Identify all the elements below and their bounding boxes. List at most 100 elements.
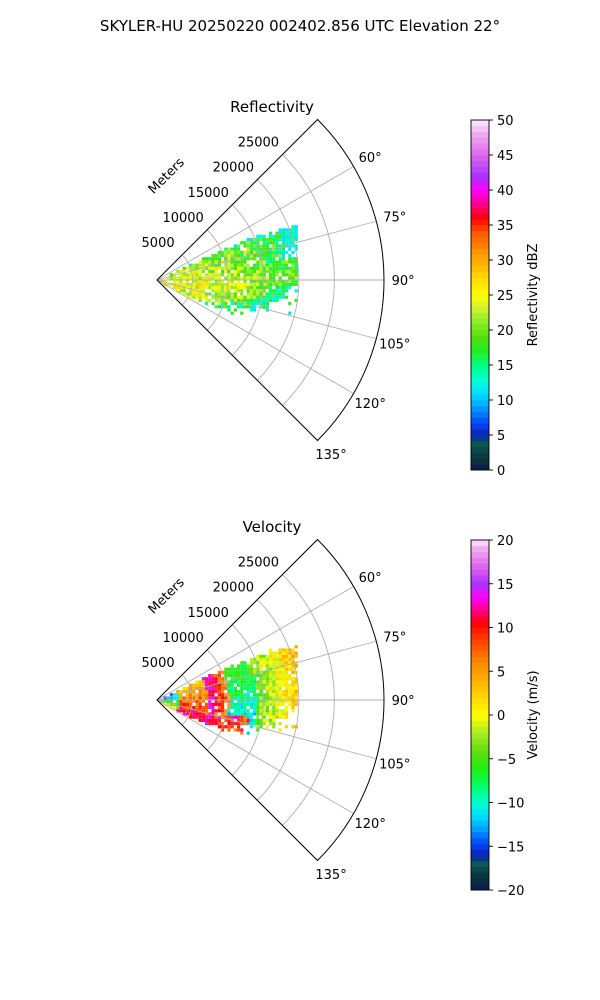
radar-gate-cell — [249, 686, 253, 690]
radar-gate-cell — [224, 292, 228, 296]
radar-gate-cell — [291, 683, 295, 687]
colorbar-segment — [471, 551, 489, 558]
radar-gate-cell — [291, 276, 295, 280]
colorbar-segment — [471, 423, 489, 430]
radar-gate-cell — [275, 231, 279, 235]
radar-gate-cell — [246, 722, 250, 726]
radar-gate-cell — [179, 709, 183, 713]
radar-gate-cell — [173, 279, 177, 283]
colorbar-segment — [471, 610, 489, 617]
radar-gate-cell — [281, 238, 285, 242]
radar-gate-cell — [278, 257, 282, 261]
radar-gate-cell — [205, 276, 209, 280]
radar-gate-cell — [269, 295, 273, 299]
radar-gate-cell — [281, 658, 285, 662]
radar-gate-cell — [249, 664, 253, 668]
radar-gate-cell — [294, 686, 298, 690]
radar-gate-cell — [208, 693, 212, 697]
radar-gate-cell — [294, 654, 298, 658]
radar-gate-cell — [256, 686, 260, 690]
colorbar-segment — [471, 615, 489, 623]
radar-gate-cell — [275, 234, 279, 238]
radar-gate-cell — [208, 706, 212, 710]
radar-gate-cell — [256, 266, 260, 270]
colorbar-segment — [471, 540, 489, 547]
radar-gate-cell — [265, 667, 269, 671]
colorbar-segment — [471, 184, 489, 191]
radar-gate-cell — [230, 282, 234, 286]
radar-gate-cell — [192, 263, 196, 267]
radar-gate-cell — [281, 696, 285, 700]
radar-gate-cell — [182, 690, 186, 694]
radar-gate-cell — [278, 670, 282, 674]
radar-gate-cell — [227, 718, 231, 722]
radar-gate-cell — [253, 305, 257, 309]
radar-gate-cell — [253, 699, 257, 703]
radar-gate-cell — [214, 270, 218, 274]
radar-gate-cell — [253, 670, 257, 674]
reflectivity-radial-axis-label: Meters — [146, 155, 188, 197]
radar-gate-cell — [256, 680, 260, 684]
radar-gate-cell — [221, 696, 225, 700]
radar-gate-cell — [237, 298, 241, 302]
radar-gate-cell — [163, 279, 167, 283]
radar-gate-cell — [272, 712, 276, 716]
radar-gate-cell — [281, 667, 285, 671]
radar-gate-cell — [288, 231, 292, 235]
velocity-radial-axis-label: Meters — [146, 575, 188, 617]
radar-gate-cell — [246, 247, 250, 251]
radar-gate-cell — [227, 686, 231, 690]
radar-gate-cell — [195, 279, 199, 283]
radar-gate-cell — [256, 254, 260, 258]
radar-gate-cell — [240, 696, 244, 700]
radar-gate-cell — [233, 298, 237, 302]
azimuth-tick-label: 60° — [359, 151, 382, 166]
radar-gate-cell — [275, 667, 279, 671]
radar-gate-cell — [259, 238, 263, 242]
colorbar-segment — [471, 405, 489, 413]
radar-gate-cell — [237, 667, 241, 671]
radar-gate-cell — [256, 279, 260, 283]
colorbar-segment — [471, 172, 489, 179]
radar-gate-cell — [253, 696, 257, 700]
radar-gate-cell — [240, 276, 244, 280]
radar-gate-cell — [192, 712, 196, 716]
radar-gate-cell — [224, 302, 228, 306]
radar-gate-cell — [262, 270, 266, 274]
radar-gate-cell — [243, 667, 247, 671]
radar-gate-cell — [246, 263, 250, 267]
radar-gate-cell — [237, 722, 241, 726]
colorbar-segment — [471, 779, 489, 786]
radar-gate-cell — [294, 225, 298, 229]
radar-gate-cell — [275, 674, 279, 678]
radar-gate-cell — [237, 712, 241, 716]
radar-gate-cell — [214, 674, 218, 678]
radar-gate-cell — [205, 273, 209, 277]
radar-gate-cell — [205, 712, 209, 716]
radar-gate-cell — [240, 241, 244, 245]
radar-gate-cell — [179, 702, 183, 706]
radar-gate-cell — [214, 286, 218, 290]
radar-gate-cell — [246, 292, 250, 296]
radar-gate-cell — [240, 266, 244, 270]
radar-gate-cell — [272, 276, 276, 280]
radar-gate-cell — [224, 686, 228, 690]
radar-gate-cell — [269, 286, 273, 290]
radar-gate-cell — [285, 651, 289, 655]
radar-gate-cell — [237, 282, 241, 286]
radar-gate-cell — [214, 702, 218, 706]
radar-gate-cell — [243, 664, 247, 668]
radar-gate-cell — [198, 690, 202, 694]
radar-gate-cell — [195, 286, 199, 290]
radar-gate-cell — [211, 722, 215, 726]
radar-gate-cell — [243, 305, 247, 309]
radar-gate-cell — [243, 693, 247, 697]
radar-gate-cell — [253, 282, 257, 286]
radar-gate-cell — [169, 282, 173, 286]
colorbar-tick-label: 30 — [497, 254, 514, 269]
radar-gate-cell — [281, 661, 285, 665]
radar-gate-cell — [256, 298, 260, 302]
radar-gate-cell — [294, 683, 298, 687]
radar-gate-cell — [285, 231, 289, 235]
radar-gate-cell — [246, 273, 250, 277]
